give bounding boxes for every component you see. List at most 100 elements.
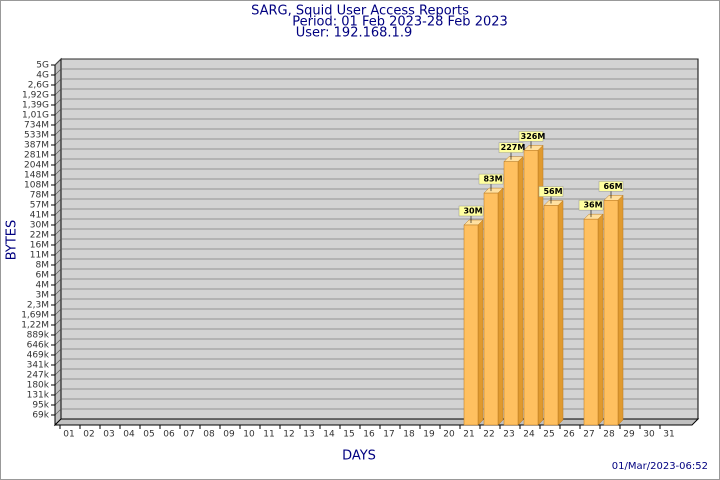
value-label: 66M — [603, 182, 622, 191]
value-label: 36M — [583, 201, 602, 210]
x-tick-label: 23 — [503, 430, 514, 440]
bar — [583, 218, 599, 426]
grid-line-wall — [54, 118, 62, 126]
bar-side — [557, 199, 564, 426]
grid-line-wall — [54, 68, 62, 76]
x-tick-label: 28 — [603, 430, 615, 440]
y-tick-label: 2,6G — [28, 81, 49, 91]
grid-line-wall — [54, 278, 62, 286]
y-tick-label: 5G — [36, 61, 49, 71]
x-tick-label: 15 — [343, 430, 354, 440]
x-tick-label: 27 — [583, 430, 594, 440]
x-axis-label: DAYS — [342, 449, 376, 464]
value-label: 227M — [501, 143, 526, 152]
y-tick-label: 4G — [36, 71, 49, 81]
x-tick-label: 06 — [163, 430, 175, 440]
y-tick-label: 148M — [24, 171, 49, 181]
x-tick-label: 22 — [483, 430, 494, 440]
x-tick-label: 08 — [203, 430, 215, 440]
bar-side — [477, 219, 484, 426]
footer: 01/Mar/2023-06:52 — [612, 461, 708, 472]
x-tick-label: 21 — [463, 430, 474, 440]
bar — [463, 224, 479, 426]
grid-line-wall — [54, 398, 62, 406]
grid-line-wall — [54, 308, 62, 316]
x-tick-label: 24 — [523, 430, 535, 440]
y-tick-label: 469k — [27, 351, 50, 361]
x-tick-label: 10 — [243, 430, 255, 440]
grid-line-wall — [54, 138, 62, 146]
grid-line-wall — [54, 268, 62, 276]
grid-line-wall — [54, 58, 62, 66]
x-tick-label: 13 — [303, 430, 314, 440]
grid-line-wall — [54, 208, 62, 216]
y-tick-label: 281M — [24, 151, 49, 161]
y-tick-label: 1,22M — [21, 321, 49, 331]
y-tick-label: 16M — [30, 241, 49, 251]
bar — [523, 150, 539, 426]
bar-side — [597, 213, 604, 426]
y-tick-label: 78M — [30, 191, 49, 201]
y-tick-label: 2,3M — [27, 301, 49, 311]
value-label: 326M — [521, 132, 546, 141]
y-tick-label: 95k — [32, 401, 49, 411]
bar-side — [617, 194, 624, 426]
bar — [603, 200, 619, 426]
y-tick-label: 22M — [30, 231, 49, 241]
x-tick-label: 29 — [623, 430, 635, 440]
grid-line-wall — [54, 168, 62, 176]
grid-line-wall — [54, 108, 62, 116]
bar-side — [517, 156, 524, 426]
y-tick-label: 889k — [27, 331, 50, 341]
x-tick-label: 26 — [563, 430, 575, 440]
y-tick-label: 646k — [27, 341, 50, 351]
x-tick-label: 07 — [183, 430, 194, 440]
y-tick-label: 1,01G — [22, 111, 49, 121]
x-tick-label: 17 — [383, 430, 394, 440]
grid-line-wall — [54, 158, 62, 166]
x-tick-label: 14 — [323, 430, 335, 440]
grid-line-wall — [54, 188, 62, 196]
grid-line-wall — [54, 368, 62, 376]
x-tick-label: 05 — [143, 430, 154, 440]
y-tick-label: 69k — [32, 411, 49, 421]
value-label: 56M — [543, 187, 562, 196]
grid-line-wall — [54, 338, 62, 346]
x-tick-label: 12 — [283, 430, 294, 440]
y-tick-label: 180k — [27, 381, 50, 391]
value-label: 83M — [483, 175, 502, 184]
x-tick-label: 16 — [363, 430, 375, 440]
y-tick-label: 8M — [36, 261, 50, 271]
y-tick-label: 41M — [30, 211, 49, 221]
y-tick-label: 1,69M — [21, 311, 49, 321]
y-tick-label: 11M — [30, 251, 49, 261]
x-tick-label: 18 — [403, 430, 415, 440]
y-tick-label: 533M — [24, 131, 49, 141]
grid-line-wall — [54, 328, 62, 336]
y-tick-label: 30M — [30, 221, 49, 231]
x-tick-label: 03 — [103, 430, 114, 440]
grid-line-wall — [54, 238, 62, 246]
y-axis-label: BYTES — [5, 220, 20, 261]
y-tick-label: 6M — [36, 271, 50, 281]
x-tick-label: 19 — [423, 430, 435, 440]
grid-line-wall — [54, 218, 62, 226]
grid-line-wall — [54, 228, 62, 236]
grid-line-wall — [54, 378, 62, 386]
grid-line-wall — [54, 288, 62, 296]
x-tick-label: 20 — [443, 430, 455, 440]
grid-line-wall — [54, 148, 62, 156]
y-tick-label: 4M — [36, 281, 50, 291]
y-tick-label: 204M — [24, 161, 49, 171]
grid-line-wall — [54, 88, 62, 96]
y-tick-label: 1,92G — [22, 91, 49, 101]
x-tick-label: 31 — [663, 430, 674, 440]
y-tick-label: 734M — [24, 121, 49, 131]
grid-line-wall — [54, 178, 62, 186]
chart-subtitle: Period: 01 Feb 2023-28 Feb 2023 — [292, 15, 508, 30]
grid-line-wall — [54, 358, 62, 366]
y-tick-label: 131k — [27, 391, 50, 401]
x-tick-label: 09 — [223, 430, 235, 440]
grid-line-wall — [54, 388, 62, 396]
